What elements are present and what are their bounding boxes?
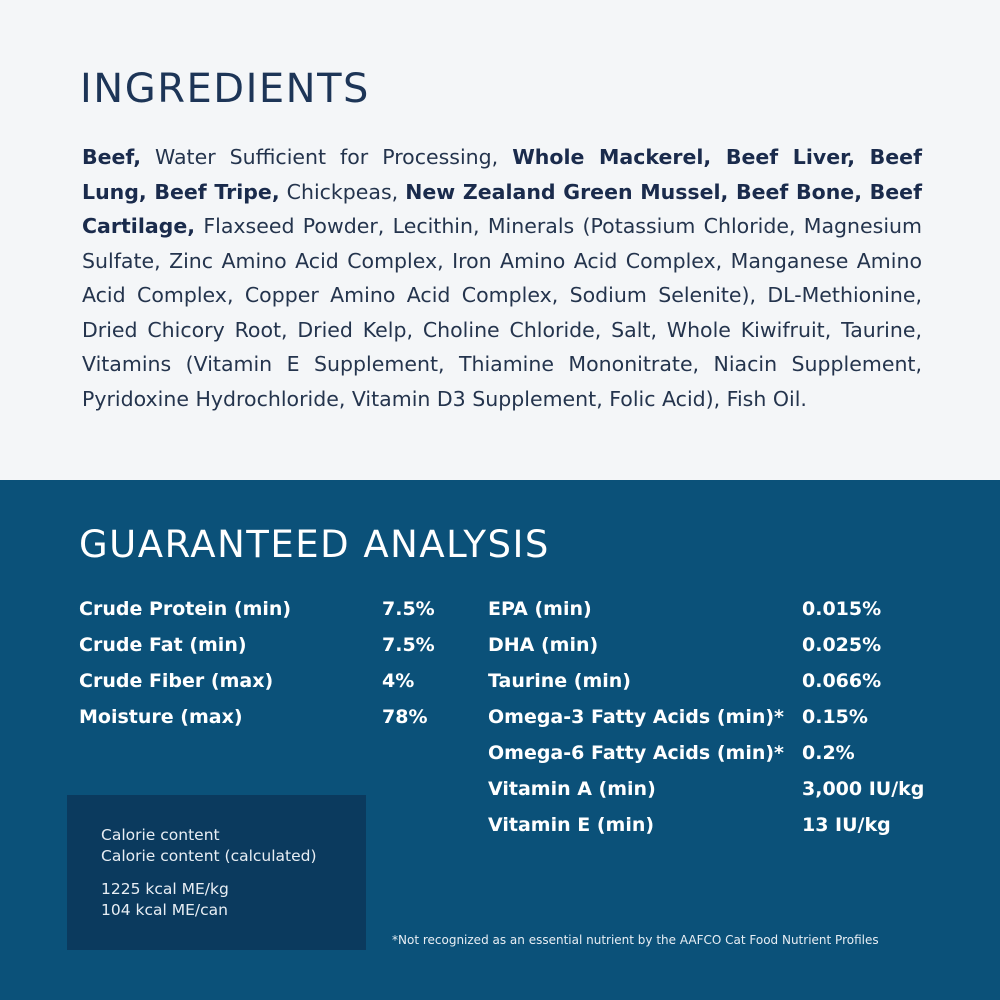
analysis-label: Omega-3 Fatty Acids (min)*: [488, 706, 784, 728]
analysis-value: 7.5%: [382, 634, 435, 656]
ingredient-segment: Water Sufficient for Processing,: [141, 145, 513, 169]
analysis-value: 13 IU/kg: [802, 814, 891, 836]
analysis-value: 0.025%: [802, 634, 882, 656]
calorie-per-kg: 1225 kcal ME/kg: [101, 880, 229, 898]
analysis-row: Crude Protein (min) 7.5%: [79, 598, 439, 628]
ingredients-title: INGREDIENTS: [80, 66, 370, 112]
analysis-label: Vitamin E (min): [488, 814, 655, 836]
analysis-row: Crude Fiber (max) 4%: [79, 670, 439, 700]
analysis-label: Crude Protein (min): [79, 598, 292, 620]
ingredient-segment: Flaxseed Powder, Lecithin, Minerals (Pot…: [82, 214, 922, 411]
analysis-value: 0.2%: [802, 742, 855, 764]
analysis-value: 0.015%: [802, 598, 882, 620]
analysis-value: 0.066%: [802, 670, 882, 692]
analysis-label: Taurine (min): [488, 670, 631, 692]
ingredient-segment: Chickpeas,: [279, 179, 406, 204]
analysis-row: Taurine (min) 0.066%: [488, 670, 948, 700]
analysis-label: EPA (min): [488, 598, 592, 620]
analysis-label: Moisture (max): [79, 706, 243, 728]
ingredient-segment: Beef,: [82, 145, 142, 169]
ingredient-segment: Whole Mackerel, Beef Liver, Beef Lung, B…: [82, 145, 922, 204]
guaranteed-analysis-section: GUARANTEED ANALYSIS Crude Protein (min) …: [0, 480, 1000, 1000]
analysis-label: DHA (min): [488, 634, 599, 656]
analysis-row: Vitamin A (min) 3,000 IU/kg: [488, 778, 948, 808]
analysis-label: Omega-6 Fatty Acids (min)*: [488, 742, 784, 764]
analysis-label: Crude Fiber (max): [79, 670, 274, 692]
analysis-row: DHA (min) 0.025%: [488, 634, 948, 664]
analysis-title: GUARANTEED ANALYSIS: [79, 523, 550, 566]
analysis-value: 0.15%: [802, 706, 868, 728]
analysis-value: 7.5%: [382, 598, 435, 620]
calorie-per-can: 104 kcal ME/can: [101, 901, 228, 919]
analysis-label: Vitamin A (min): [488, 778, 656, 800]
analysis-value: 4%: [382, 670, 415, 692]
analysis-row: Omega-6 Fatty Acids (min)* 0.2%: [488, 742, 948, 772]
calorie-subheading: Calorie content (calculated): [101, 847, 317, 865]
analysis-row: Crude Fat (min) 7.5%: [79, 634, 439, 664]
ingredients-section: INGREDIENTS Beef, Water Sufficient for P…: [0, 0, 1000, 480]
analysis-label: Crude Fat (min): [79, 634, 247, 656]
ingredients-list: Beef, Water Sufficient for Processing, W…: [82, 140, 922, 416]
footnote: *Not recognized as an essential nutrient…: [392, 933, 879, 947]
analysis-row: Vitamin E (min) 13 IU/kg: [488, 814, 948, 844]
analysis-row: Moisture (max) 78%: [79, 706, 439, 736]
analysis-row: EPA (min) 0.015%: [488, 598, 948, 628]
calorie-heading: Calorie content: [101, 826, 220, 844]
analysis-value: 3,000 IU/kg: [802, 778, 925, 800]
analysis-value: 78%: [382, 706, 428, 728]
analysis-row: Omega-3 Fatty Acids (min)* 0.15%: [488, 706, 948, 736]
ingredient-segment: New Zealand Green Mussel, Beef Bone, Bee…: [82, 179, 922, 239]
calorie-content-box: Calorie content Calorie content (calcula…: [67, 795, 366, 950]
